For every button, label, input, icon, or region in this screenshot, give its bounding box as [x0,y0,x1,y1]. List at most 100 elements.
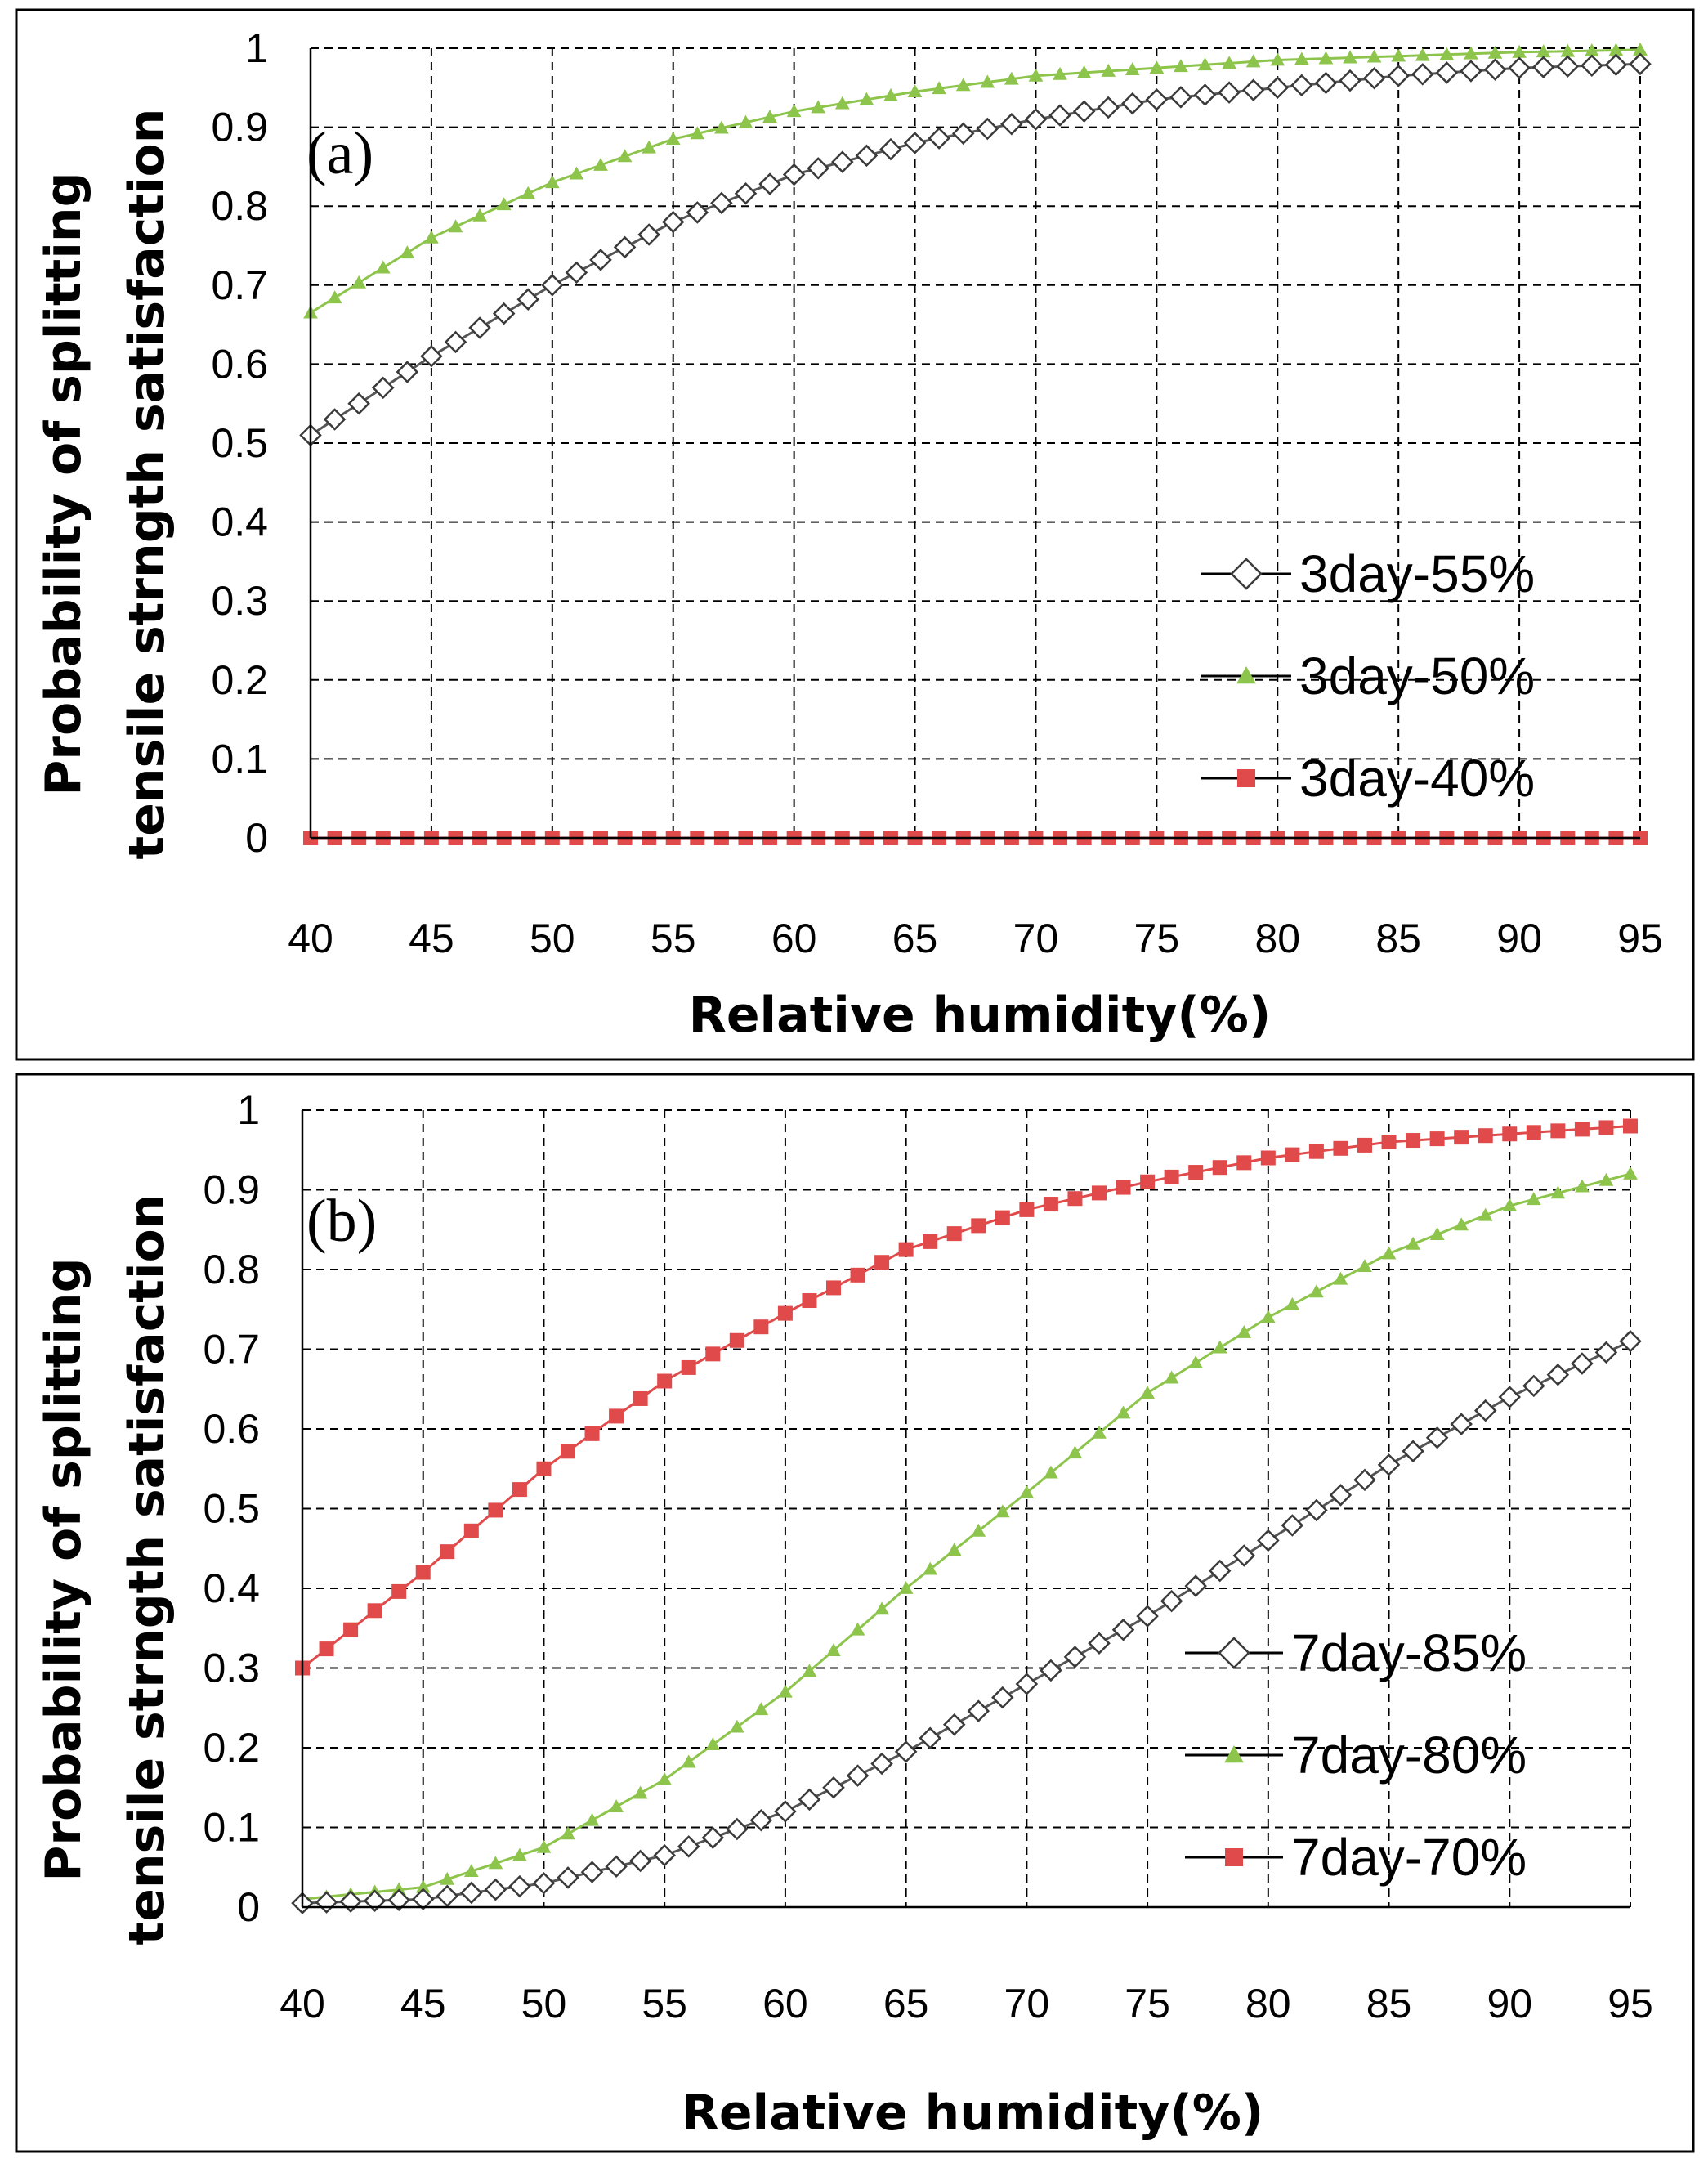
panel-b-x-tick-label: 50 [521,1981,567,2026]
panel-b-x-tick-label: 70 [1004,1981,1050,2026]
data-point-7day-80% [1575,1179,1590,1193]
data-point-3day-50% [762,110,777,123]
panel-b-series [291,1118,1642,1914]
data-point-3day-55% [782,163,806,186]
data-point-7day-70% [1381,1135,1397,1149]
data-point-7day-85% [605,1855,628,1879]
data-point-7day-80% [463,1864,479,1878]
data-point-3day-55% [637,223,660,246]
panel-a: 40 45 50 55 60 65 70 75 80 85 90 95 0 0.1 0.2 0.3 0.4 0.… [15,8,1695,1061]
data-point-7day-70% [391,1583,407,1599]
data-point-7day-70% [1550,1123,1566,1139]
data-point-7day-85% [991,1686,1014,1709]
data-point-3day-50% [932,81,946,95]
data-point-7day-80% [1550,1185,1566,1199]
data-point-7day-85% [1088,1632,1111,1655]
data-point-7day-80% [1623,1166,1638,1180]
data-point-3day-50% [1318,51,1334,65]
panel-a-frame [15,8,1695,1061]
data-point-7day-70% [1236,1155,1252,1171]
data-point-7day-85% [1232,1544,1256,1567]
panel-a-x-tick-label: 75 [1134,916,1180,961]
data-point-3day-50% [786,104,802,118]
data-point-7day-85% [411,1888,435,1911]
data-point-7day-70% [1188,1165,1204,1180]
panel-b-y-tick-label: 0 [237,1884,260,1930]
data-point-3day-55% [903,132,927,154]
data-point-7day-85% [1281,1514,1304,1537]
data-point-7day-70% [1406,1133,1421,1149]
data-point-3day-55% [758,172,781,195]
data-point-7day-85% [1522,1374,1545,1398]
data-point-7day-80% [440,1871,455,1885]
data-point-7day-70% [1478,1128,1493,1144]
data-point-3day-50% [1464,46,1478,60]
data-point-3day-50% [521,186,536,199]
data-point-7day-80% [681,1754,696,1768]
data-point-7day-85% [1498,1386,1522,1408]
data-point-7day-70% [1333,1140,1348,1156]
data-point-3day-50% [593,157,608,171]
panel-b-y-tick-label: 0.7 [203,1327,260,1373]
data-point-3day-50% [1149,60,1165,74]
legend-entry-3day-55%: 3day-55% [1201,544,1535,603]
legend-label: 7day-70% [1291,1828,1527,1887]
data-point-7day-70% [923,1234,938,1249]
data-point-3day-55% [1193,83,1217,106]
data-point-3day-55% [492,302,516,325]
data-point-3day-50% [327,290,342,304]
panel-a-y-tick-label: 1 [245,25,268,71]
legend-marker-3day-55% [1230,558,1263,590]
data-point-3day-50% [1101,63,1116,77]
panel-b-y-tick-label: 0.8 [203,1247,260,1292]
data-point-3day-50% [811,100,826,114]
data-point-3day-55% [1531,56,1555,78]
data-point-3day-50% [424,230,439,244]
data-point-7day-80% [971,1523,986,1537]
data-point-3day-55% [1362,66,1386,90]
data-point-3day-50% [834,96,850,110]
data-point-3day-50% [1343,50,1357,64]
data-point-7day-85% [749,1808,773,1832]
data-point-7day-70% [1429,1131,1445,1147]
panel-b-x-tick-label: 55 [642,1981,687,2026]
legend-entry-3day-40%: 3day-40% [1201,749,1535,808]
data-point-3day-55% [1072,100,1096,123]
data-point-3day-55% [444,330,467,354]
panel-b-y-tick-label: 0.4 [203,1565,260,1611]
data-point-7day-85% [628,1849,652,1873]
data-point-7day-80% [874,1601,889,1615]
data-point-7day-85% [919,1726,941,1750]
data-point-3day-50% [472,208,487,222]
data-point-7day-70% [536,1461,552,1476]
data-point-7day-70% [415,1565,431,1580]
data-point-3day-55% [1581,54,1603,78]
data-point-7day-85% [1425,1426,1449,1449]
panel-b-x-tick-label: 80 [1245,1981,1291,2026]
data-point-7day-70% [753,1319,769,1335]
data-point-7day-80% [802,1664,817,1677]
data-point-3day-55% [1460,60,1482,83]
data-point-7day-80% [657,1771,673,1785]
data-point-3day-55% [855,144,879,168]
data-point-7day-85% [1450,1413,1473,1435]
data-point-7day-85% [1305,1498,1328,1522]
data-point-3day-55% [710,191,733,215]
data-point-7day-70% [802,1293,817,1309]
data-point-7day-80% [1333,1271,1348,1285]
data-point-3day-55% [1241,78,1265,101]
data-point-7day-70% [1140,1174,1156,1189]
legend-entry-3day-50%: 3day-50% [1201,647,1535,705]
data-point-7day-80% [1478,1207,1493,1221]
data-point-7day-85% [1571,1352,1594,1375]
data-point-7day-70% [1454,1130,1469,1145]
data-point-7day-85% [1473,1399,1497,1422]
panel-b-x-tick-label: 40 [279,1981,325,2026]
data-point-3day-50% [980,74,995,88]
data-point-7day-80% [778,1684,793,1698]
data-point-7day-70% [971,1218,986,1234]
data-point-7day-85% [484,1878,507,1901]
data-point-7day-85% [387,1888,410,1911]
legend-label: 7day-80% [1291,1726,1527,1785]
